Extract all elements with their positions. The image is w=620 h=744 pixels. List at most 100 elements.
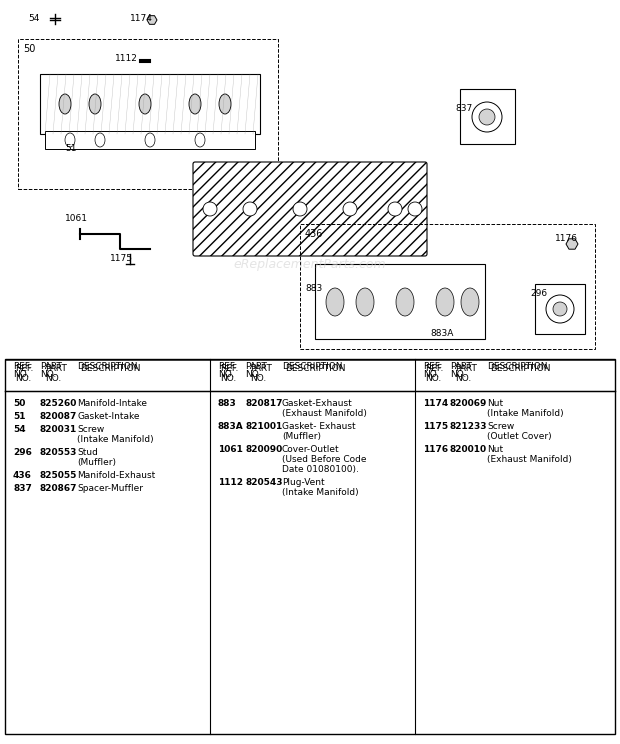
Text: 1112: 1112 bbox=[218, 478, 243, 487]
Text: Plug-Vent: Plug-Vent bbox=[282, 478, 325, 487]
Polygon shape bbox=[566, 239, 578, 249]
Text: NO.: NO. bbox=[218, 370, 234, 379]
Text: PART
NO.: PART NO. bbox=[455, 364, 477, 383]
Text: NO.: NO. bbox=[13, 370, 29, 379]
Ellipse shape bbox=[293, 202, 307, 216]
Text: 1176: 1176 bbox=[423, 445, 448, 454]
Text: NO.: NO. bbox=[40, 370, 56, 379]
Text: Nut: Nut bbox=[487, 399, 503, 408]
Text: 436: 436 bbox=[13, 471, 32, 480]
Bar bbox=[460, 89, 515, 144]
Ellipse shape bbox=[326, 288, 344, 316]
Ellipse shape bbox=[396, 288, 414, 316]
Text: Gasket- Exhaust: Gasket- Exhaust bbox=[282, 422, 356, 431]
Text: 837: 837 bbox=[455, 104, 472, 113]
Ellipse shape bbox=[479, 109, 495, 125]
Text: DESCRIPTION: DESCRIPTION bbox=[80, 364, 141, 373]
Text: 50: 50 bbox=[23, 44, 35, 54]
Text: NO.: NO. bbox=[450, 370, 466, 379]
Text: (Muffler): (Muffler) bbox=[282, 432, 321, 441]
Ellipse shape bbox=[388, 202, 402, 216]
Text: Gasket-Exhaust: Gasket-Exhaust bbox=[282, 399, 353, 408]
Text: 883: 883 bbox=[305, 284, 322, 293]
Ellipse shape bbox=[472, 102, 502, 132]
Text: 820031: 820031 bbox=[40, 425, 78, 434]
Text: Stud: Stud bbox=[77, 448, 98, 457]
Text: REF.: REF. bbox=[218, 362, 236, 371]
Text: 883: 883 bbox=[218, 399, 237, 408]
Text: 820087: 820087 bbox=[40, 412, 78, 421]
Ellipse shape bbox=[65, 133, 75, 147]
Ellipse shape bbox=[436, 288, 454, 316]
Ellipse shape bbox=[203, 202, 217, 216]
Text: (Muffler): (Muffler) bbox=[77, 458, 116, 467]
Text: 54: 54 bbox=[28, 14, 40, 23]
Text: 821001: 821001 bbox=[245, 422, 282, 431]
Ellipse shape bbox=[139, 94, 151, 114]
Text: (Intake Manifold): (Intake Manifold) bbox=[282, 488, 358, 497]
Text: Manifold-Exhaust: Manifold-Exhaust bbox=[77, 471, 155, 480]
Text: 820867: 820867 bbox=[40, 484, 78, 493]
Text: REF.
NO.: REF. NO. bbox=[425, 364, 443, 383]
Ellipse shape bbox=[195, 133, 205, 147]
Text: 820010: 820010 bbox=[450, 445, 487, 454]
Text: REF.
NO.: REF. NO. bbox=[15, 364, 33, 383]
Ellipse shape bbox=[408, 202, 422, 216]
Text: 1061: 1061 bbox=[65, 214, 88, 223]
Text: Cover-Outlet: Cover-Outlet bbox=[282, 445, 340, 454]
Text: REF.: REF. bbox=[423, 362, 441, 371]
Text: (Exhaust Manifold): (Exhaust Manifold) bbox=[282, 409, 367, 418]
Ellipse shape bbox=[59, 94, 71, 114]
Text: Screw: Screw bbox=[77, 425, 104, 434]
Text: 296: 296 bbox=[13, 448, 32, 457]
Text: Screw: Screw bbox=[487, 422, 514, 431]
Text: 296: 296 bbox=[530, 289, 547, 298]
Text: 820543: 820543 bbox=[245, 478, 283, 487]
Text: 820069: 820069 bbox=[450, 399, 487, 408]
Text: 436: 436 bbox=[305, 229, 324, 239]
Text: 821233: 821233 bbox=[450, 422, 487, 431]
Text: DESCRIPTION: DESCRIPTION bbox=[77, 362, 138, 371]
Text: DESCRIPTION: DESCRIPTION bbox=[282, 362, 342, 371]
Text: Manifold-Intake: Manifold-Intake bbox=[77, 399, 147, 408]
Ellipse shape bbox=[95, 133, 105, 147]
Text: Spacer-Muffler: Spacer-Muffler bbox=[77, 484, 143, 493]
Text: 1176: 1176 bbox=[555, 234, 578, 243]
Text: 1174: 1174 bbox=[423, 399, 448, 408]
Ellipse shape bbox=[145, 133, 155, 147]
Text: 50: 50 bbox=[13, 399, 25, 408]
Ellipse shape bbox=[546, 295, 574, 323]
Bar bbox=[18, 39, 278, 189]
Text: REF.: REF. bbox=[13, 362, 32, 371]
Text: Gasket-Intake: Gasket-Intake bbox=[77, 412, 140, 421]
Bar bbox=[315, 264, 485, 339]
Ellipse shape bbox=[553, 302, 567, 316]
Text: NO.: NO. bbox=[245, 370, 261, 379]
Ellipse shape bbox=[189, 94, 201, 114]
Text: 1175: 1175 bbox=[110, 254, 133, 263]
Text: Nut: Nut bbox=[487, 445, 503, 454]
Text: Date 01080100).: Date 01080100). bbox=[282, 465, 359, 474]
FancyBboxPatch shape bbox=[193, 162, 427, 256]
Text: (Intake Manifold): (Intake Manifold) bbox=[487, 409, 564, 418]
Ellipse shape bbox=[219, 94, 231, 114]
Text: 51: 51 bbox=[13, 412, 25, 421]
Text: PART: PART bbox=[245, 362, 267, 371]
Text: 820817: 820817 bbox=[245, 399, 283, 408]
Ellipse shape bbox=[343, 202, 357, 216]
Ellipse shape bbox=[461, 288, 479, 316]
Text: (Intake Manifold): (Intake Manifold) bbox=[77, 435, 154, 444]
Text: DESCRIPTION: DESCRIPTION bbox=[487, 362, 547, 371]
Text: DESCRIPTION: DESCRIPTION bbox=[490, 364, 551, 373]
Text: 51: 51 bbox=[65, 144, 76, 153]
Text: PART
NO.: PART NO. bbox=[250, 364, 272, 383]
Bar bbox=[300, 224, 595, 349]
Text: (Used Before Code: (Used Before Code bbox=[282, 455, 366, 464]
Text: 837: 837 bbox=[13, 484, 32, 493]
Text: eReplacementParts.com: eReplacementParts.com bbox=[234, 257, 386, 271]
Text: 54: 54 bbox=[13, 425, 25, 434]
Text: REF.
NO.: REF. NO. bbox=[220, 364, 238, 383]
Text: 820090: 820090 bbox=[245, 445, 282, 454]
Text: PART
NO.: PART NO. bbox=[45, 364, 67, 383]
Bar bbox=[535, 284, 585, 334]
